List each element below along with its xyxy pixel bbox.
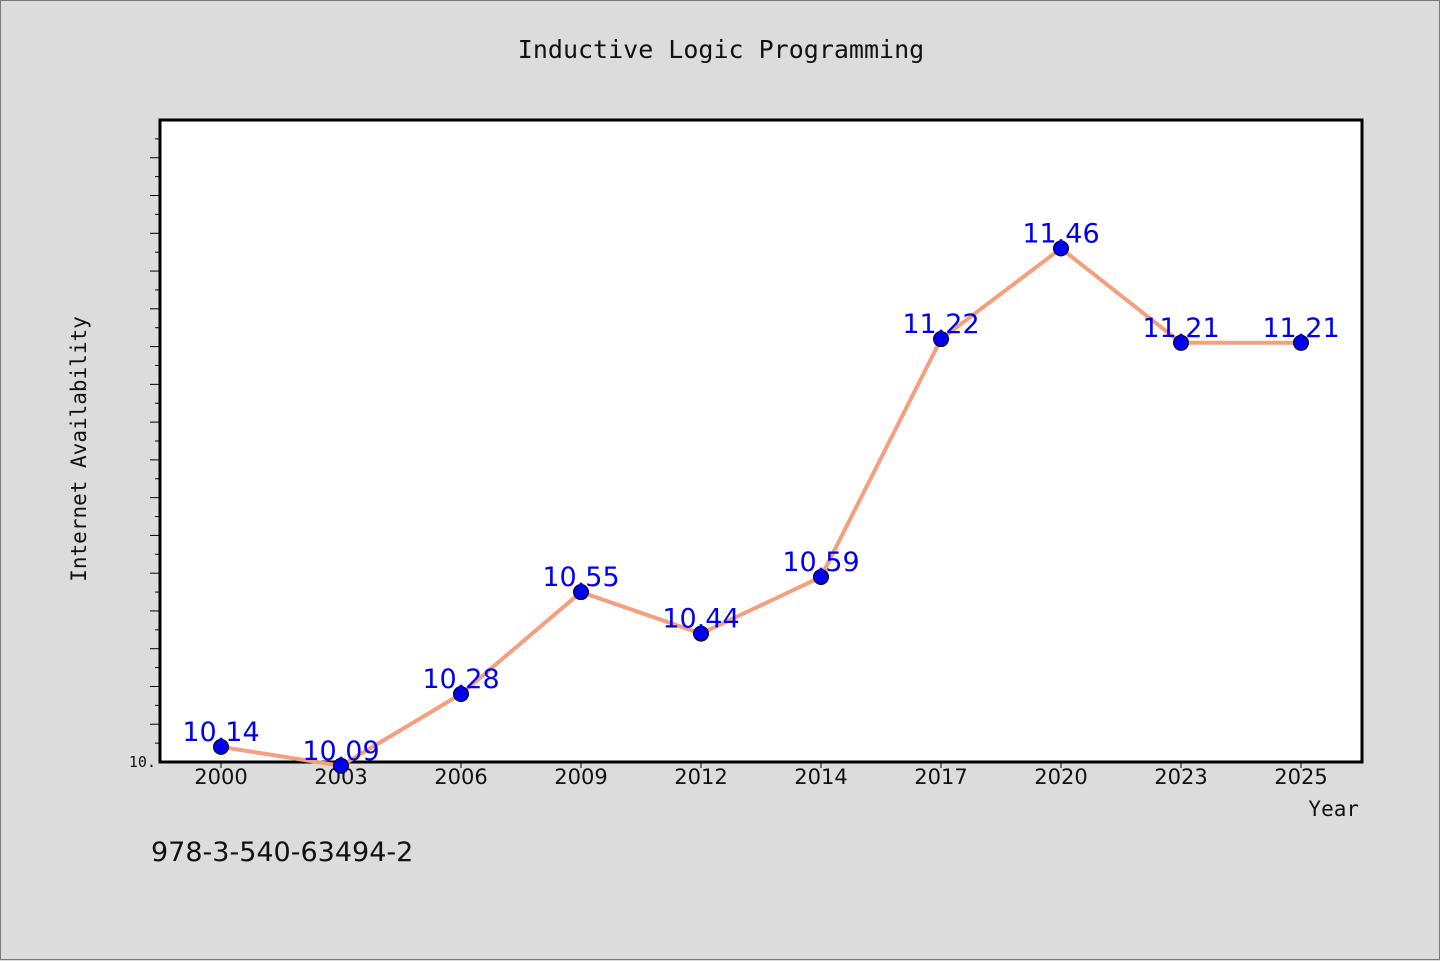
- x-tick-label: 2017: [914, 765, 967, 789]
- x-tick-label: 2020: [1034, 765, 1087, 789]
- data-label: 10.59: [782, 547, 859, 578]
- x-tick-label: 2023: [1154, 765, 1207, 789]
- y-tick-label: 10.: [129, 753, 156, 771]
- x-tick-label: 2009: [554, 765, 607, 789]
- data-point: [333, 757, 349, 774]
- data-label: 11.22: [902, 309, 979, 340]
- data-label: 10.14: [182, 717, 259, 748]
- data-point: [1293, 334, 1309, 351]
- data-point: [933, 331, 949, 348]
- data-point: [213, 738, 229, 755]
- plot-area: [158, 118, 1364, 764]
- data-point: [693, 625, 709, 642]
- isbn-text: 978-3-540-63494-2: [151, 837, 414, 868]
- x-tick-label: 2012: [674, 765, 727, 789]
- x-tick-label: 2000: [194, 765, 247, 789]
- data-label: 11.21: [1262, 313, 1339, 344]
- data-point: [1173, 334, 1189, 351]
- data-label: 10.28: [422, 664, 499, 695]
- x-tick-label: 2006: [434, 765, 487, 789]
- x-tick-label: 2025: [1274, 765, 1327, 789]
- data-label: 10.09: [302, 736, 379, 767]
- x-axis-label: Year: [1308, 797, 1359, 821]
- y-axis-ticks: 10.: [129, 138, 160, 771]
- data-point: [453, 686, 469, 703]
- data-point: [1053, 240, 1069, 257]
- x-axis-ticks: 2000 2003 2006 2009 2012 2014 2017 2020 2023 2025: [194, 762, 1328, 789]
- data-label: 10.55: [542, 562, 619, 593]
- chart-title: Inductive Logic Programming: [517, 35, 925, 64]
- x-tick-label: 2014: [794, 765, 847, 789]
- data-label: 10.44: [662, 604, 739, 635]
- data-label: 11.21: [1142, 313, 1219, 344]
- data-label: 11.46: [1022, 218, 1099, 249]
- series-group: 10.14 10.09 10.28 10.55 10.44 10.59 11.22 11.46…: [182, 218, 1340, 774]
- data-point: [573, 584, 589, 601]
- series-line: [220, 246, 1301, 768]
- data-point: [813, 568, 829, 585]
